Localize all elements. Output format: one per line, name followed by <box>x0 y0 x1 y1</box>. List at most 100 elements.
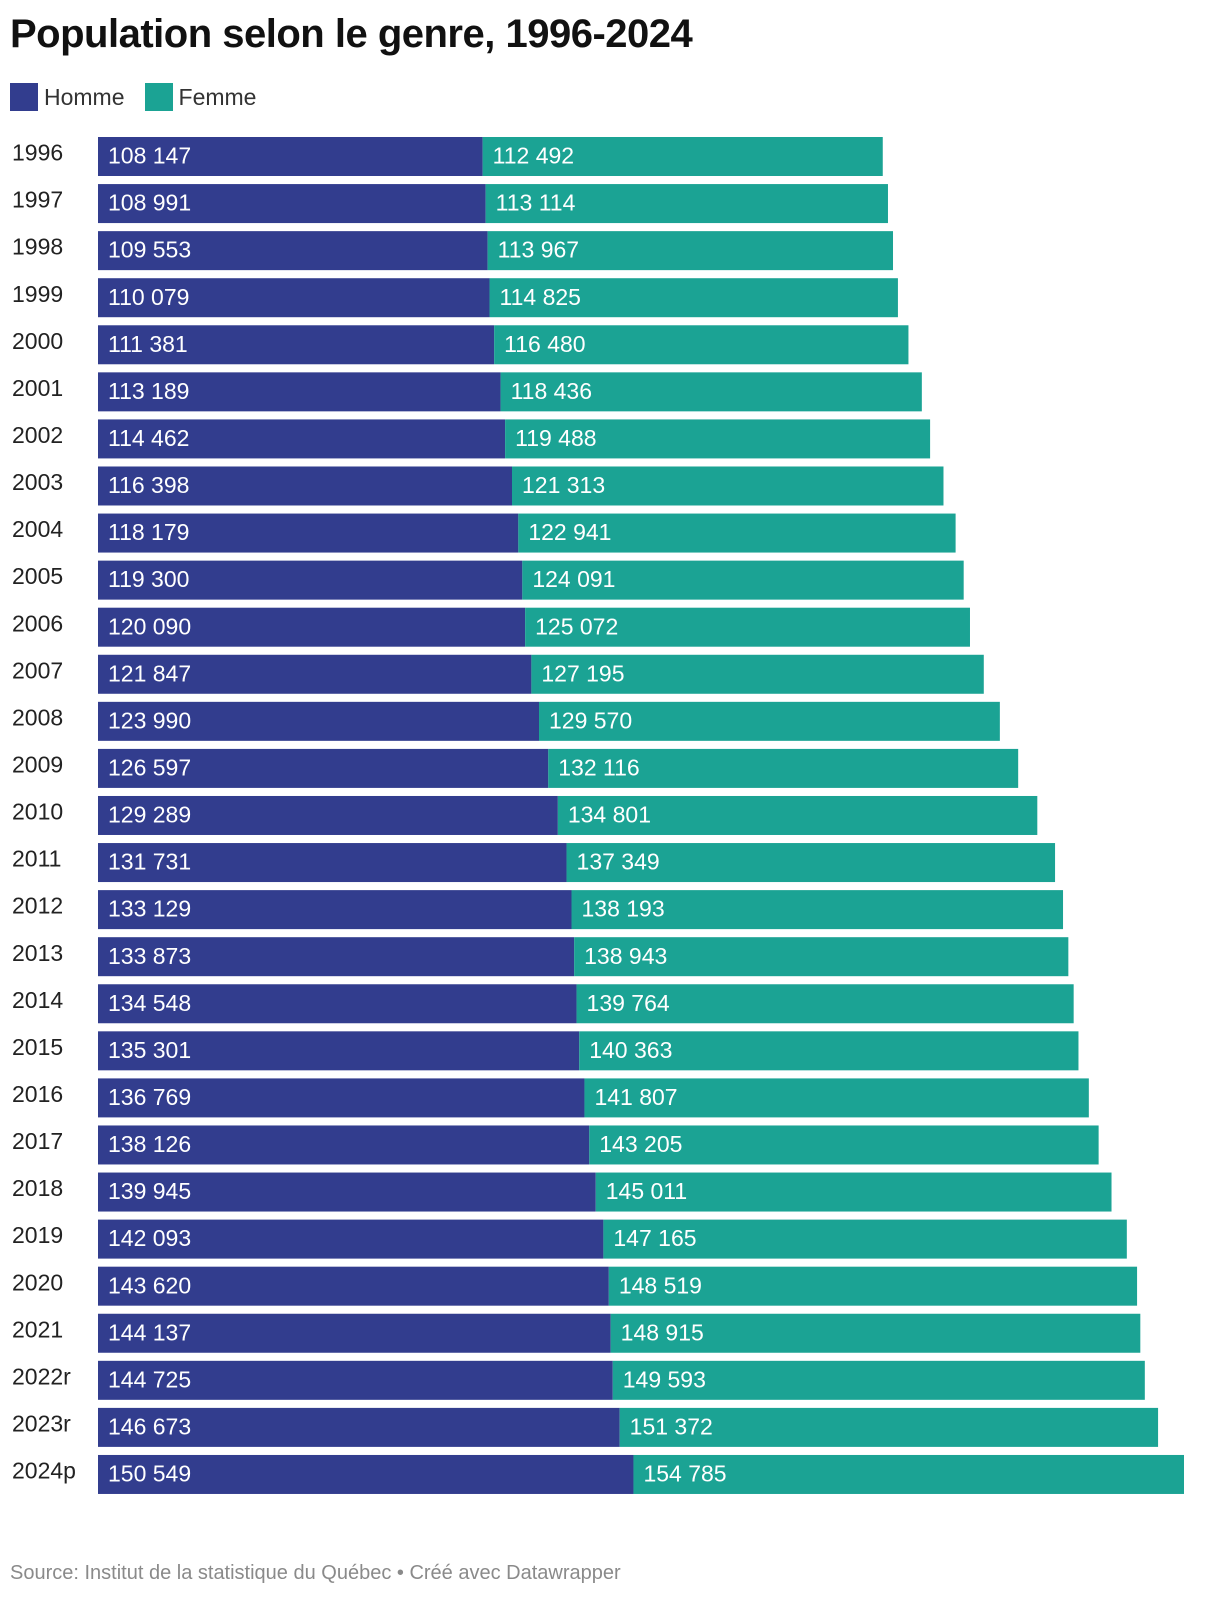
y-tick-label: 1999 <box>12 281 63 307</box>
legend-item-homme: Homme <box>10 83 125 111</box>
legend-item-femme: Femme <box>144 83 256 111</box>
bar-homme <box>98 1407 620 1447</box>
data-label-femme: 113 114 <box>496 190 576 216</box>
y-tick-label: 2008 <box>12 704 63 730</box>
y-tick-label: 2004 <box>12 516 63 542</box>
bar-femme <box>603 1219 1127 1259</box>
bar-femme <box>610 1313 1141 1353</box>
y-tick-label: 2023r <box>12 1410 71 1436</box>
data-label-femme: 116 480 <box>504 331 585 357</box>
data-label-femme: 118 436 <box>511 378 592 404</box>
bar-homme <box>98 1360 613 1400</box>
data-label-femme: 151 372 <box>630 1413 713 1439</box>
data-label-homme: 126 597 <box>108 754 191 780</box>
bar-femme <box>487 231 894 271</box>
y-tick-label: 1996 <box>12 140 63 166</box>
bar-femme <box>522 560 964 600</box>
data-label-homme: 121 847 <box>108 660 191 686</box>
data-label-homme: 108 991 <box>108 190 191 216</box>
bar-femme <box>511 466 944 506</box>
bar-homme <box>98 513 519 553</box>
y-tick-label: 2001 <box>12 375 63 401</box>
y-tick-label: 2000 <box>12 328 63 354</box>
bar-homme <box>98 560 523 600</box>
y-tick-label: 2014 <box>12 987 63 1013</box>
bar-femme <box>608 1266 1138 1306</box>
data-label-homme: 142 093 <box>108 1225 191 1251</box>
bar-homme <box>98 419 506 459</box>
bar-homme <box>98 372 501 412</box>
bar-homme <box>98 654 532 694</box>
bar-homme <box>98 843 567 883</box>
bar-femme <box>612 1360 1145 1400</box>
bar-femme <box>579 1031 1079 1071</box>
bar-femme <box>489 278 898 318</box>
data-label-femme: 119 488 <box>515 425 596 451</box>
bar-homme <box>98 1219 604 1259</box>
bar-homme <box>98 1454 634 1494</box>
bar-femme <box>518 513 956 553</box>
bar-homme <box>98 748 549 788</box>
bar-homme <box>98 937 575 977</box>
bar-femme <box>566 843 1056 883</box>
data-label-homme: 114 462 <box>108 425 189 451</box>
legend: Homme Femme <box>10 83 276 111</box>
data-label-homme: 135 301 <box>108 1037 191 1063</box>
y-tick-label: 2017 <box>12 1128 63 1154</box>
y-tick-label: 2022r <box>12 1363 71 1389</box>
y-tick-label: 2024p <box>12 1458 76 1484</box>
data-label-femme: 124 091 <box>532 566 615 592</box>
data-label-homme: 136 769 <box>108 1084 191 1110</box>
bar-femme <box>505 419 931 459</box>
y-tick-label: 2003 <box>12 469 63 495</box>
y-tick-label: 2005 <box>12 563 63 589</box>
bar-homme <box>98 795 558 835</box>
data-label-homme: 133 129 <box>108 896 191 922</box>
bar-homme <box>98 325 495 365</box>
data-label-homme: 116 398 <box>108 472 189 498</box>
data-label-homme: 134 548 <box>108 990 191 1016</box>
data-label-femme: 147 165 <box>613 1225 696 1251</box>
data-label-femme: 138 943 <box>584 943 667 969</box>
bar-femme <box>576 984 1074 1024</box>
data-label-homme: 113 189 <box>108 378 189 404</box>
data-label-homme: 111 381 <box>108 331 188 357</box>
y-tick-label: 2009 <box>12 751 63 777</box>
data-label-femme: 148 915 <box>621 1319 704 1345</box>
y-tick-label: 2002 <box>12 422 63 448</box>
data-label-femme: 145 011 <box>606 1178 687 1204</box>
bar-homme <box>98 466 512 506</box>
bar-femme <box>525 607 970 647</box>
y-tick-label: 2020 <box>12 1269 63 1295</box>
data-label-femme: 122 941 <box>528 519 611 545</box>
data-label-femme: 112 492 <box>493 143 574 169</box>
data-label-femme: 148 519 <box>619 1272 702 1298</box>
data-label-femme: 143 205 <box>599 1131 682 1157</box>
data-label-femme: 125 072 <box>535 613 618 639</box>
data-label-femme: 113 967 <box>498 237 579 263</box>
data-label-homme: 133 873 <box>108 943 191 969</box>
bar-femme <box>494 325 909 365</box>
data-label-femme: 132 116 <box>558 754 639 780</box>
data-label-homme: 129 289 <box>108 802 191 828</box>
data-label-homme: 144 725 <box>108 1366 191 1392</box>
data-label-femme: 129 570 <box>549 707 632 733</box>
bar-homme <box>98 231 488 271</box>
data-label-femme: 127 195 <box>541 660 624 686</box>
data-label-femme: 137 349 <box>577 849 660 875</box>
data-label-homme: 131 731 <box>108 849 191 875</box>
data-label-homme: 110 079 <box>108 284 189 310</box>
data-label-homme: 143 620 <box>108 1272 191 1298</box>
bar-femme <box>633 1454 1184 1494</box>
bar-femme <box>539 701 1000 741</box>
bar-femme <box>531 654 984 694</box>
legend-label-homme: Homme <box>44 83 125 110</box>
bar-homme <box>98 984 577 1024</box>
data-label-homme: 109 553 <box>108 237 191 263</box>
y-tick-label: 2019 <box>12 1222 63 1248</box>
data-label-femme: 154 785 <box>643 1461 726 1487</box>
source-note: Source: Institut de la statistique du Qu… <box>10 1562 621 1584</box>
bar-homme <box>98 890 572 930</box>
y-tick-label: 2013 <box>12 940 63 966</box>
bar-femme <box>500 372 922 412</box>
